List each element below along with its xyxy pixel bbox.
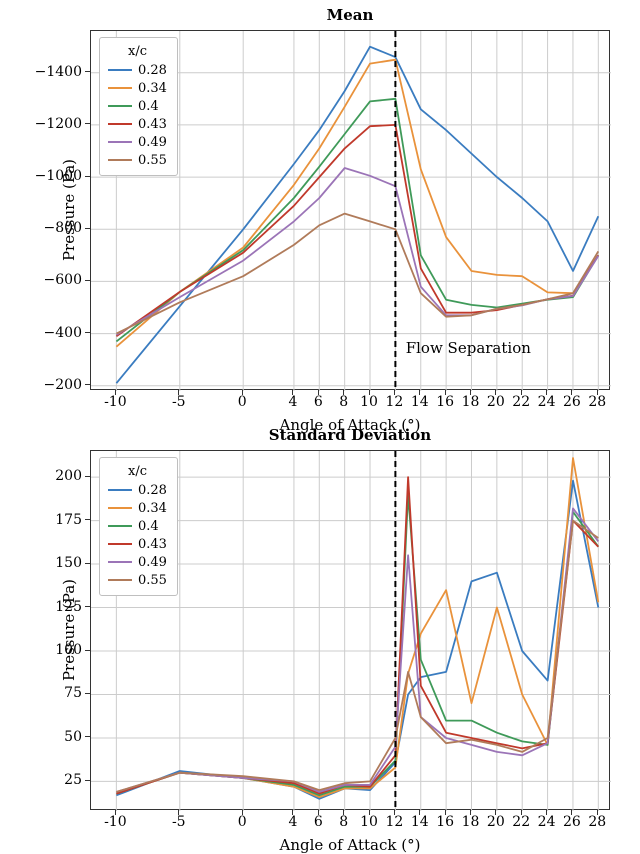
xtick-label: -10 [95,394,135,410]
ytick-label: 150 [12,555,82,571]
chart-lines-mean [91,31,611,391]
xtick-label: -5 [159,394,199,410]
ytick-label: 125 [12,599,82,615]
ytick-label: 50 [12,729,82,745]
ytick-label: −1000 [12,168,82,184]
subplot-mean: Mean Pressure (Pa) Angle of Attack (°) F… [90,30,610,390]
xtick-label: 28 [577,394,617,410]
ytick-label: 100 [12,642,82,658]
xlabel-std: Angle of Attack (°) [90,836,610,854]
ytick-label: −400 [12,325,82,341]
xtick-label: -10 [95,814,135,830]
xtick-label: -5 [159,814,199,830]
figure: Mean Pressure (Pa) Angle of Attack (°) F… [0,0,640,838]
xtick-label: 0 [222,814,262,830]
ytick-label: 175 [12,512,82,528]
ytick-label: −1400 [12,64,82,80]
annotation-flow-separation: Flow Separation [406,339,531,357]
ytick-label: −600 [12,272,82,288]
plot-area-mean: Flow Separation x/c0.280.340.40.430.490.… [90,30,610,390]
ytick-label: 75 [12,685,82,701]
xtick-label: 28 [577,814,617,830]
ytick-label: 200 [12,468,82,484]
ytick-label: −200 [12,377,82,393]
ytick-label: 25 [12,772,82,788]
chart-lines-std [91,451,611,811]
title-mean: Mean [90,6,610,24]
xtick-label: 0 [222,394,262,410]
ytick-label: −1200 [12,116,82,132]
ylabel-std: Pressure (Pa) [60,579,78,681]
title-std: Standard Deviation [90,426,610,444]
subplot-std: Standard Deviation Pressure (Pa) Angle o… [90,450,610,810]
plot-area-std: x/c0.280.340.40.430.490.55 [90,450,610,810]
ytick-label: −800 [12,220,82,236]
